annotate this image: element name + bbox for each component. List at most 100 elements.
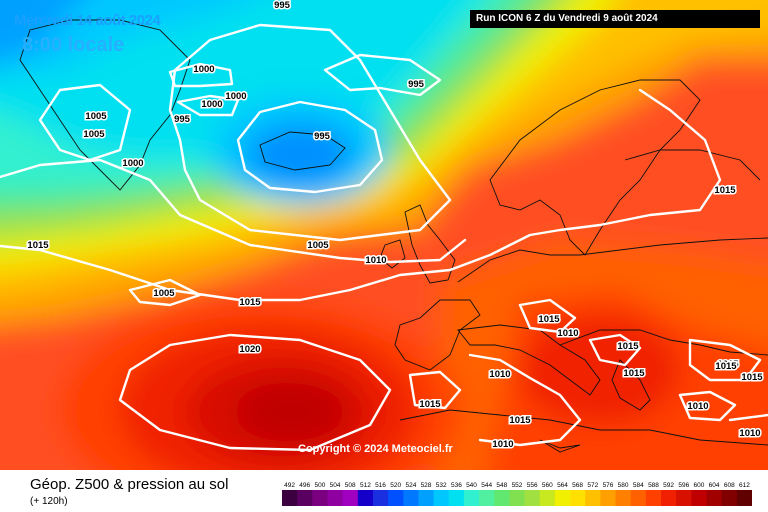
scale-tick-label: 556 [527, 482, 538, 489]
isobar-label: 1015 [419, 399, 441, 410]
scale-swatch [433, 490, 450, 506]
scale-tick-label: 532 [436, 482, 447, 489]
scale-swatch [494, 490, 510, 506]
chart-title: Géop. Z500 & pression au sol [30, 476, 229, 493]
scale-swatch [312, 490, 328, 506]
isobar-label: 1010 [739, 428, 760, 439]
scale-swatch [479, 490, 495, 506]
scale-tick-label: 552 [512, 482, 523, 489]
run-info-banner: Run ICON 6 Z du Vendredi 9 août 2024 [470, 10, 760, 28]
scale-tick-label: 536 [451, 482, 462, 489]
isobar-label: 1020 [239, 344, 260, 355]
isobar-label: 1000 [225, 91, 246, 102]
scale-swatch [524, 490, 541, 506]
scale-tick-label: 560 [542, 482, 553, 489]
isobar-label: 1000 [122, 158, 143, 169]
isobar-label: 1010 [365, 255, 386, 266]
scale-swatch [342, 490, 359, 506]
scale-swatch [615, 490, 631, 506]
scale-swatch [570, 490, 586, 506]
isobar-label: 1015 [717, 359, 739, 370]
scale-tick-label: 528 [421, 482, 432, 489]
isobar-label: 1015 [714, 185, 736, 196]
forecast-lead-time: (+ 120h) [30, 496, 68, 507]
scale-tick-label: 496 [299, 482, 310, 489]
scale-tick-label: 584 [633, 482, 644, 489]
scale-swatch [539, 490, 556, 506]
isobar-label: 1015 [239, 297, 261, 308]
scale-tick-label: 604 [709, 482, 720, 489]
scale-tick-label: 544 [481, 482, 492, 489]
isobar-label: 1015 [623, 368, 645, 379]
isobar-label: 1015 [27, 240, 49, 251]
scale-tick-label: 520 [390, 482, 401, 489]
isobar-label: 995 [274, 0, 291, 11]
scale-swatch [403, 490, 419, 506]
scale-tick-label: 500 [314, 482, 325, 489]
scale-swatch [676, 490, 692, 506]
scale-swatch [630, 490, 647, 506]
isobar-labels: 9951000100010009951005100510009959951015… [26, 0, 765, 452]
scale-swatch [463, 490, 480, 506]
scale-tick-label: 540 [466, 482, 477, 489]
copyright-notice: Copyright © 2024 Meteociel.fr [298, 443, 453, 455]
scale-swatch [373, 490, 389, 506]
scale-tick-label: 512 [360, 482, 371, 489]
scale-tick-label: 576 [603, 482, 614, 489]
isobar-label: 1015 [538, 314, 560, 325]
isobar-label: 1015 [741, 372, 763, 383]
scale-swatch [418, 490, 434, 506]
isobar-label: 1010 [492, 439, 513, 450]
coastlines [19, 19, 768, 453]
scale-tick-label: 592 [663, 482, 674, 489]
scale-swatch [388, 490, 404, 506]
scale-swatch [600, 490, 616, 506]
isobar-label: 1015 [509, 415, 531, 426]
scale-tick-label: 588 [648, 482, 659, 489]
scale-swatch [282, 490, 298, 506]
scale-tick-label: 524 [405, 482, 416, 489]
isobar-label: 1000 [201, 99, 222, 110]
scale-tick-label: 548 [496, 482, 507, 489]
scale-swatch [645, 490, 662, 506]
scale-tick-label: 580 [618, 482, 629, 489]
scale-tick-label: 508 [345, 482, 356, 489]
isobar-label: 1010 [557, 328, 578, 339]
color-scale: 492 496 500 504 508 512 516 520 524 528 532 536 540 5… [282, 482, 752, 506]
scale-swatch [357, 490, 374, 506]
scale-tick-label: 596 [678, 482, 689, 489]
isobar-label: 1005 [83, 129, 105, 140]
isobar-label: 1015 [617, 341, 639, 352]
geopotential-map: 9951000100010009951005100510009959951015… [0, 0, 768, 470]
scale-tick-label: 612 [739, 482, 750, 489]
scale-swatch [736, 490, 752, 506]
scale-swatch [554, 490, 571, 506]
isobar-lines [0, 23, 768, 452]
scale-tick-label: 516 [375, 482, 386, 489]
isobar-label: 1005 [153, 288, 175, 299]
scale-tick-label: 564 [557, 482, 568, 489]
isobar-label: 1015 [715, 361, 737, 372]
scale-swatch [509, 490, 525, 506]
isobar-label: 995 [314, 131, 331, 142]
scale-swatch [661, 490, 677, 506]
scale-tick-label: 572 [587, 482, 598, 489]
scale-swatch [691, 490, 707, 506]
isobar-label: 1005 [307, 240, 329, 251]
scale-swatch [327, 490, 343, 506]
scale-tick-label: 492 [284, 482, 295, 489]
forecast-time: 8:00 locale [22, 34, 125, 56]
isobar-label: 995 [408, 79, 425, 90]
scale-tick-label: 608 [724, 482, 735, 489]
scale-swatch [585, 490, 601, 506]
forecast-date: Mercredi 14 août 2024 [14, 12, 161, 29]
scale-tick-label: 504 [330, 482, 341, 489]
scale-swatch [721, 490, 738, 506]
scale-tick-label: 568 [572, 482, 583, 489]
isobar-label: 1010 [687, 401, 708, 412]
isobar-label: 1010 [489, 369, 510, 380]
scale-swatch [448, 490, 465, 506]
legend-footer: Géop. Z500 & pression au sol (+ 120h) 49… [0, 470, 768, 512]
isobar-label: 1000 [193, 64, 214, 75]
